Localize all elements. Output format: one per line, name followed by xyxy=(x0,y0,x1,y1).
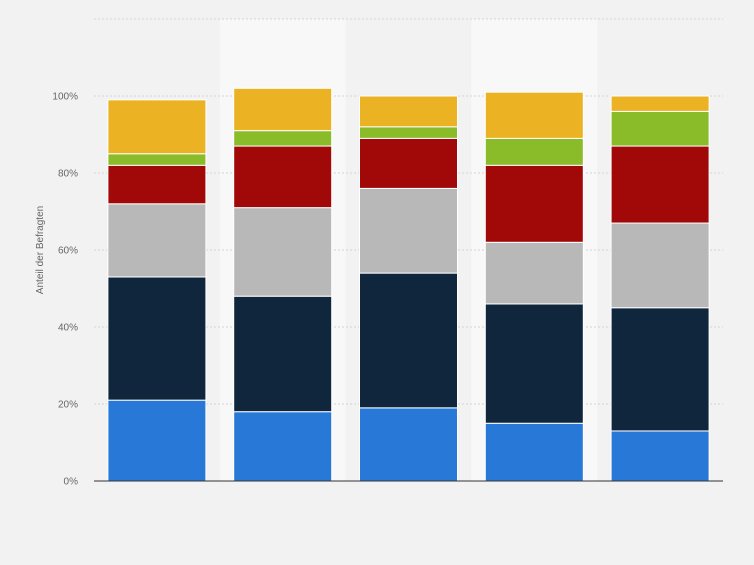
bar-segment[interactable] xyxy=(610,95,710,112)
bar-segment[interactable] xyxy=(107,99,207,155)
bar-segment[interactable] xyxy=(610,307,710,432)
y-tick-label: 20% xyxy=(58,400,78,411)
bar-segment[interactable] xyxy=(484,164,584,243)
bar-segment[interactable] xyxy=(359,407,458,482)
bar-segment[interactable] xyxy=(107,164,207,205)
bar-segment[interactable] xyxy=(359,95,458,128)
bar-segment[interactable] xyxy=(359,187,458,274)
bar-segment[interactable] xyxy=(359,272,458,409)
y-tick-label: 40% xyxy=(58,323,78,334)
bar-segment[interactable] xyxy=(107,203,207,278)
bar-segment[interactable] xyxy=(359,137,458,189)
bar-segment[interactable] xyxy=(107,276,207,401)
bar-segment[interactable] xyxy=(610,110,710,147)
bar-segment[interactable] xyxy=(107,153,207,166)
bar-segment[interactable] xyxy=(107,399,207,482)
bar-segment[interactable] xyxy=(233,130,333,147)
bar-segment[interactable] xyxy=(610,222,710,309)
bar-segment[interactable] xyxy=(484,241,584,305)
y-tick-label: 0% xyxy=(64,477,79,488)
axes: 0% 20% 40% 60% 80% 100% xyxy=(52,92,723,488)
bar-segment[interactable] xyxy=(233,207,333,297)
bar-segment[interactable] xyxy=(233,145,333,209)
y-tick-label: 80% xyxy=(58,169,78,180)
y-tick-label: 60% xyxy=(58,246,78,257)
bars xyxy=(107,87,710,482)
y-axis-title: Anteil der Befragten xyxy=(35,206,46,294)
y-tick-label: 100% xyxy=(52,92,78,103)
bar-segment[interactable] xyxy=(233,295,333,413)
bar-segment[interactable] xyxy=(610,145,710,224)
bar-segment[interactable] xyxy=(484,91,584,139)
bar-segment[interactable] xyxy=(359,126,458,139)
bar-segment[interactable] xyxy=(233,87,333,132)
bar-segment[interactable] xyxy=(484,422,584,482)
bar-segment[interactable] xyxy=(484,303,584,424)
bar-segment[interactable] xyxy=(484,137,584,166)
bar-segment[interactable] xyxy=(233,411,333,482)
bar-segment[interactable] xyxy=(610,430,710,482)
